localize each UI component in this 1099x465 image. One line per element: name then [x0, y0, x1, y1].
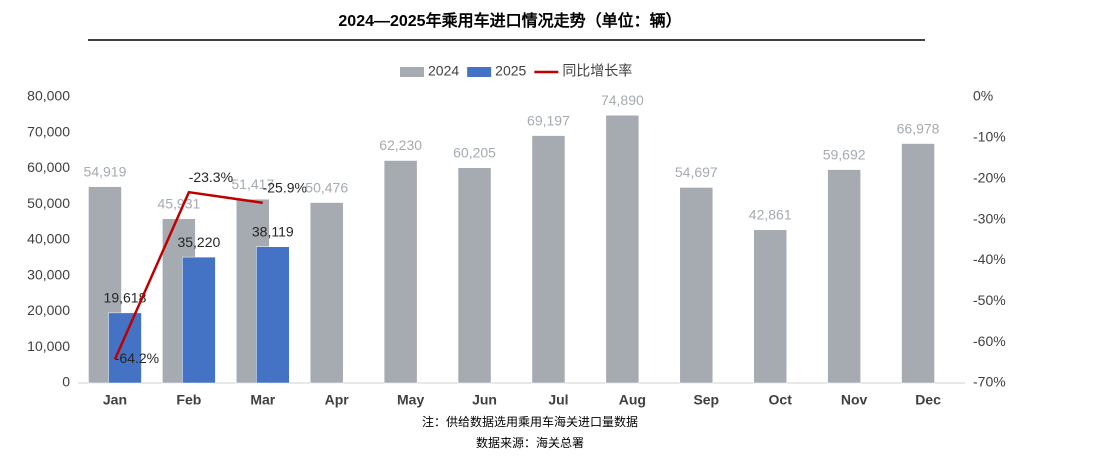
x-tick-label: Mar	[250, 392, 275, 408]
data-label: 69,197	[527, 112, 570, 128]
bar	[309, 202, 344, 384]
y2-tick-label: -40%	[973, 251, 1006, 267]
y-tick-label: 70,000	[27, 123, 70, 139]
y-tick-label: 20,000	[27, 302, 70, 318]
data-label: 51,417	[231, 176, 274, 192]
x-tick-label: Jul	[548, 392, 568, 408]
legend-swatch	[467, 67, 492, 77]
bar	[182, 256, 216, 384]
bar	[605, 115, 640, 384]
data-label: 74,890	[601, 92, 644, 108]
legend-label: 同比增长率	[562, 63, 632, 79]
y2-tick-label: -30%	[973, 210, 1006, 226]
data-label: 45,931	[157, 195, 200, 211]
note: 注：供给数据选用乘用车海关进口量数据	[422, 414, 638, 429]
source: 数据来源：海关总署	[476, 435, 584, 450]
bar	[383, 160, 418, 384]
y-tick-label: 80,000	[27, 88, 70, 104]
y2-tick-label: -60%	[973, 333, 1006, 349]
data-label: 50,476	[305, 179, 348, 195]
data-label: 60,205	[453, 144, 496, 160]
bar	[108, 312, 142, 384]
x-tick-label: Oct	[769, 392, 793, 408]
line-label: -23.3%	[189, 169, 233, 185]
data-label: 54,919	[84, 163, 127, 179]
y-tick-label: 0	[62, 374, 70, 390]
legend-label: 2025	[495, 63, 526, 79]
y2-tick-label: -20%	[973, 169, 1006, 185]
data-label: 19,618	[104, 290, 147, 306]
legend-label: 2024	[428, 63, 459, 79]
bar	[901, 143, 935, 384]
data-label: 38,119	[252, 223, 294, 239]
y-tick-label: 50,000	[27, 195, 70, 211]
y-tick-label: 60,000	[27, 159, 70, 175]
bar	[531, 135, 566, 384]
y-tick-label: 30,000	[27, 266, 70, 282]
bar	[827, 169, 861, 384]
y2-tick-label: 0%	[973, 88, 993, 104]
y-tick-label: 40,000	[27, 231, 70, 247]
data-label: 66,978	[897, 120, 940, 136]
data-label: 54,697	[675, 164, 718, 180]
y2-tick-label: -10%	[973, 129, 1006, 145]
line	[113, 190, 263, 360]
y2-tick-label: -50%	[973, 292, 1006, 308]
line-label: -64.2%	[115, 350, 159, 366]
bar	[457, 167, 492, 384]
x-tick-label: Apr	[325, 392, 350, 408]
chart-title: 2024—2025年乘用车进口情况走势（单位：辆）	[338, 11, 681, 30]
bar	[679, 187, 714, 384]
x-tick-label: Jun	[472, 392, 497, 408]
data-label: 62,230	[379, 137, 422, 153]
bar	[256, 246, 290, 384]
x-tick-label: Feb	[176, 392, 201, 408]
x-tick-label: Aug	[619, 392, 646, 408]
legend-swatch	[400, 67, 424, 77]
bar	[753, 229, 787, 384]
y2-tick-label: -70%	[973, 374, 1006, 390]
x-tick-label: May	[397, 392, 424, 408]
data-label: 42,861	[749, 206, 792, 222]
x-tick-label: Dec	[915, 392, 941, 408]
x-tick-label: Jan	[103, 392, 127, 408]
x-tick-label: Nov	[841, 392, 868, 408]
y-tick-label: 10,000	[27, 338, 70, 354]
line-label: -25.9%	[263, 180, 307, 196]
data-label: 59,692	[823, 146, 866, 162]
data-label: 35,220	[177, 234, 220, 250]
x-tick-label: Sep	[693, 392, 719, 408]
